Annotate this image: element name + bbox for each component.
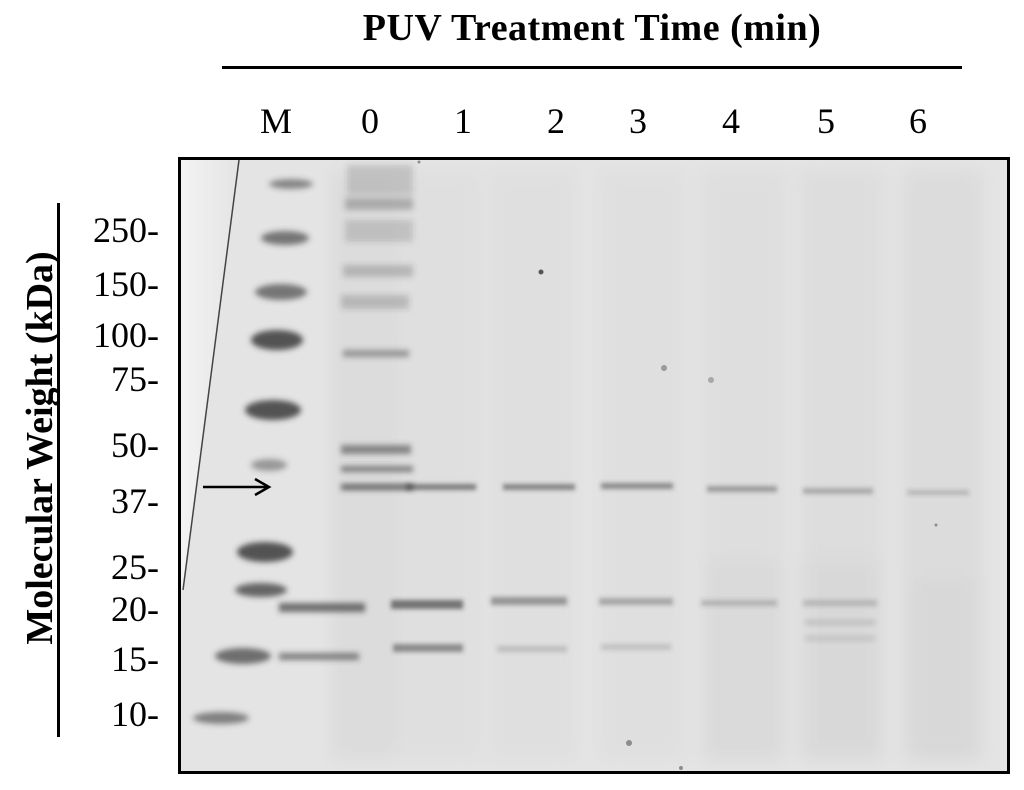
- lane-label-1: 1: [454, 101, 472, 141]
- title-underline: [222, 66, 962, 69]
- figure-title: PUV Treatment Time (min): [362, 7, 822, 49]
- mw-marker-100: 100-: [93, 315, 159, 355]
- mw-marker-150: 150-: [93, 264, 159, 304]
- mw-marker-25: 25-: [111, 547, 159, 587]
- mw-marker-250: 250-: [93, 210, 159, 250]
- lane-smears: [331, 170, 983, 760]
- mw-marker-75: 75-: [111, 359, 159, 399]
- mw-marker-10: 10-: [111, 694, 159, 734]
- gel-svg: [181, 160, 983, 770]
- gel-image: [178, 157, 1010, 774]
- mw-marker-20: 20-: [111, 589, 159, 629]
- lane-label-4: 4: [722, 101, 740, 141]
- lane-label-0: 0: [361, 101, 379, 141]
- right-arrow-icon: [203, 477, 272, 497]
- lane-label-2: 2: [547, 101, 565, 141]
- lane-label-3: 3: [629, 101, 647, 141]
- lane-label-m: M: [259, 101, 292, 141]
- lane-0-bands: [279, 165, 413, 660]
- y-axis-rule: [57, 203, 60, 737]
- gel-edge-line: [182, 160, 240, 591]
- lane-label-6: 6: [909, 101, 927, 141]
- mw-marker-37: 37-: [111, 481, 159, 521]
- gel-specks: [417, 160, 938, 770]
- treatment-lane-bands: [391, 483, 969, 652]
- mw-marker-15: 15-: [111, 639, 159, 679]
- mw-marker-50: 50-: [111, 425, 159, 465]
- lane-label-5: 5: [817, 101, 835, 141]
- y-axis-label: Molecular Weight (kDa): [19, 251, 61, 645]
- marker-lane-bands: [193, 179, 313, 724]
